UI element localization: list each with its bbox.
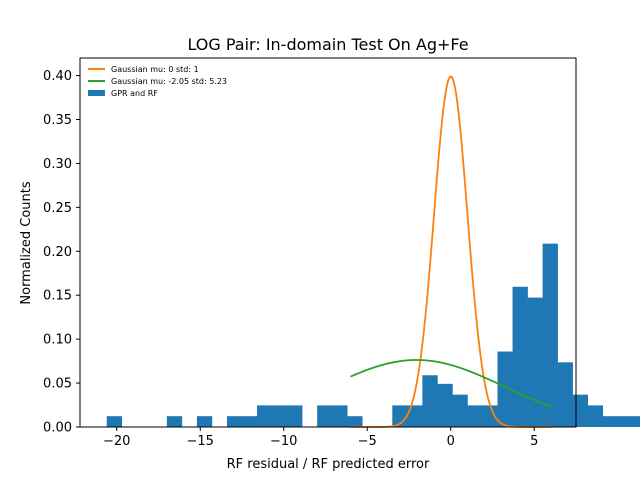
x-tick-label: −20 [103,434,130,449]
histogram-bar [437,383,453,427]
y-tick-label: 0.40 [43,69,72,84]
y-tick-label: 0.20 [43,245,72,260]
histogram-bar [241,416,258,427]
y-tick-label: 0.35 [43,113,72,128]
legend-label: Gaussian mu: 0 std: 1 [111,65,199,74]
x-tick-label: −15 [187,434,214,449]
gaussian-curve [350,359,552,408]
histogram-bar [527,297,543,427]
histogram-bars [106,243,640,427]
y-tick-label: 0.00 [43,421,72,436]
histogram-bar [542,243,558,427]
histogram-bar [467,405,483,427]
histogram-bar [632,416,640,427]
histogram-bar [557,362,573,427]
histogram-bar [106,416,123,427]
y-tick-label: 0.30 [43,157,72,172]
plot-frame [79,57,577,428]
histogram-bar [272,405,288,427]
x-axis-label: RF residual / RF predicted error [227,457,430,472]
y-tick-label: 0.05 [43,377,72,392]
y-axis-ticks: 0.00 0.05 0.10 0.15 0.20 0.25 0.30 0.35 0.40 [43,69,80,436]
histogram-bar [287,405,303,427]
x-tick-label: 5 [530,434,538,449]
legend: Gaussian mu: 0 std: 1 Gaussian mu: -2.05 … [88,65,227,98]
histogram-bar [332,405,348,427]
y-tick-label: 0.10 [43,333,72,348]
legend-swatch [88,90,105,96]
histogram-bar [392,405,408,427]
histogram-bar [617,416,634,427]
histogram-bar [347,416,363,427]
histogram-bar [587,405,604,427]
x-tick-label: −5 [358,434,377,449]
x-tick-label: −10 [270,434,297,449]
histogram-bar [422,375,438,427]
histogram-bar [512,286,528,427]
legend-label: GPR and RF [111,89,158,98]
histogram-bar [572,394,588,427]
histogram-bar [482,405,498,427]
y-tick-label: 0.25 [43,201,72,216]
histogram-bar [602,416,619,427]
histogram-bar [166,416,183,427]
chart-title: LOG Pair: In-domain Test On Ag+Fe [187,35,468,54]
x-tick-label: 0 [447,434,455,449]
histogram-bar [452,394,468,427]
histogram-bar [407,405,423,427]
y-tick-label: 0.15 [43,289,72,304]
legend-label: Gaussian mu: -2.05 std: 5.23 [111,77,227,86]
histogram-bar [497,351,513,427]
histogram-bar [257,405,273,427]
x-axis-ticks: −20 −15 −10 −5 0 5 [103,427,538,449]
histogram-bar [317,405,333,427]
histogram-bar [196,416,213,427]
histogram-bar [226,416,243,427]
y-axis-label: Normalized Counts [19,181,34,304]
